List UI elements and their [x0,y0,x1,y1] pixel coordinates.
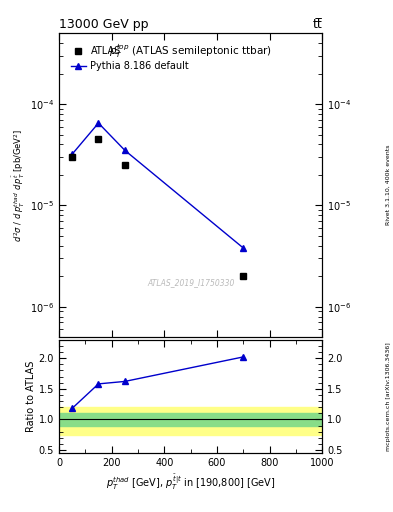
Pythia 8.186 default [96,120,101,126]
ATLAS [123,162,127,168]
X-axis label: $p_T^{thad}$ [GeV], $p_T^{\bar{t}|t}$ in [190,800] [GeV]: $p_T^{thad}$ [GeV], $p_T^{\bar{t}|t}$ in… [106,472,275,492]
Text: 13000 GeV pp: 13000 GeV pp [59,18,149,31]
Text: ATLAS_2019_I1750330: ATLAS_2019_I1750330 [147,278,234,287]
Text: Rivet 3.1.10, 400k events: Rivet 3.1.10, 400k events [386,145,391,225]
Pythia 8.186 default [123,147,127,154]
Text: mcplots.cern.ch [arXiv:1306.3436]: mcplots.cern.ch [arXiv:1306.3436] [386,342,391,451]
Y-axis label: $d^2\sigma$ / $d\,p_T^{thad}$ $d\,p_T^{\bar{t}}$ [pb/GeV$^2$]: $d^2\sigma$ / $d\,p_T^{thad}$ $d\,p_T^{\… [11,129,27,242]
ATLAS [241,273,246,279]
ATLAS [96,136,101,142]
Line: ATLAS: ATLAS [69,136,246,280]
Text: $p_T^{top}$ (ATLAS semileptonic ttbar): $p_T^{top}$ (ATLAS semileptonic ttbar) [109,42,272,60]
Legend: ATLAS, Pythia 8.186 default: ATLAS, Pythia 8.186 default [69,44,191,73]
ATLAS [70,154,75,160]
Text: tt̅: tt̅ [312,18,322,31]
Pythia 8.186 default [70,151,75,157]
Line: Pythia 8.186 default: Pythia 8.186 default [69,120,247,251]
Pythia 8.186 default [241,245,246,251]
Y-axis label: Ratio to ATLAS: Ratio to ATLAS [26,361,36,432]
